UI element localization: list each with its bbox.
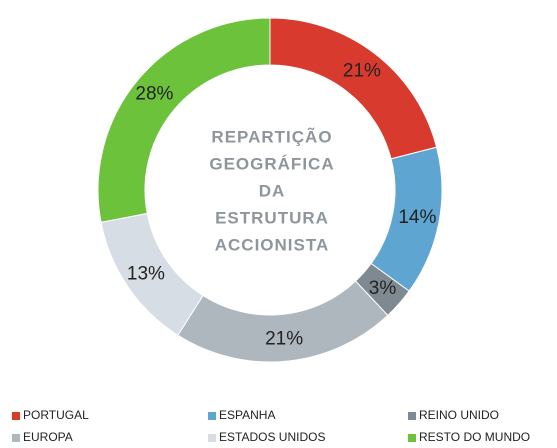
value-label: 21% bbox=[265, 328, 303, 349]
legend-label: ESPANHA bbox=[219, 408, 275, 422]
legend-swatch bbox=[12, 412, 20, 420]
donut-segment bbox=[97, 17, 271, 223]
legend-label: PORTUGAL bbox=[23, 408, 89, 422]
value-label: 3% bbox=[369, 278, 397, 299]
legend-swatch bbox=[208, 434, 216, 442]
legend-swatch bbox=[408, 412, 416, 420]
center-title: ESTRUTURA bbox=[215, 208, 329, 227]
legend-label: EUROPA bbox=[23, 430, 73, 444]
center-title: GEOGRÁFICA bbox=[209, 154, 334, 173]
legend-label: RESTO DO MUNDO bbox=[419, 430, 530, 444]
legend-swatch bbox=[12, 434, 20, 442]
legend-label: REINO UNIDO bbox=[419, 408, 499, 422]
center-title: REPARTIÇÃO bbox=[211, 126, 332, 146]
legend-label: ESTADOS UNIDOS bbox=[219, 430, 325, 444]
center-title: ACCIONISTA bbox=[215, 235, 330, 254]
value-label: 21% bbox=[343, 60, 381, 81]
value-label: 14% bbox=[398, 207, 436, 228]
center-title: DA bbox=[259, 181, 286, 200]
value-label: 28% bbox=[135, 83, 173, 104]
value-label: 13% bbox=[127, 263, 165, 284]
donut-segment bbox=[177, 280, 389, 363]
legend-swatch bbox=[408, 434, 416, 442]
legend-swatch bbox=[208, 412, 216, 420]
